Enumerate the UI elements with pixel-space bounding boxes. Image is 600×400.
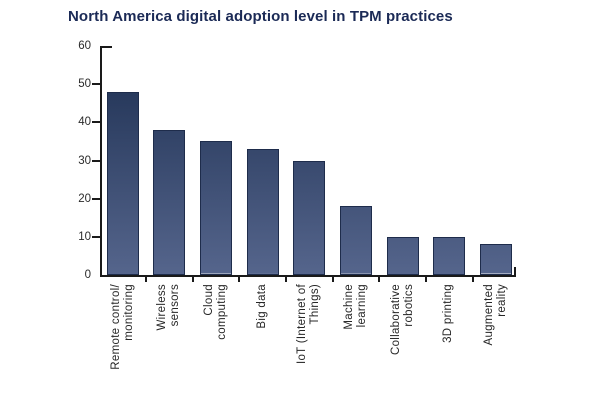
bar-remote-control-monitoring — [106, 91, 139, 275]
y-tick-label-0: 0 — [84, 269, 91, 281]
y-tick-mark-30 — [92, 159, 100, 162]
bar-collaborative-robotics — [386, 236, 419, 275]
x-tick-mark-3 — [238, 277, 241, 282]
bar-augmented-reality — [480, 244, 513, 275]
bar-wireless-sensors — [153, 129, 186, 275]
bar-iot-internet-of-things- — [293, 160, 326, 275]
bar-machine-learning — [340, 206, 372, 275]
x-tick-mark-5 — [331, 277, 334, 282]
x-category-label-8: 3D printing — [442, 284, 455, 343]
x-category-label-2: Wireless sensors — [155, 284, 182, 331]
x-category-label-9: Augmented reality — [482, 284, 509, 346]
x-tick-mark-7 — [425, 277, 428, 282]
y-tick-mark-40 — [92, 121, 100, 124]
x-tick-mark-4 — [284, 277, 287, 282]
x-category-label-3: Cloud computing — [202, 284, 228, 340]
bar-3d-printing — [433, 236, 466, 275]
y-tick-mark-50 — [92, 83, 100, 86]
x-axis-line — [100, 275, 516, 277]
x-category-label-6: Machine learning — [342, 284, 369, 330]
y-axis-end-cap — [100, 46, 112, 48]
x-tick-mark-1 — [144, 277, 147, 282]
x-category-label-1: Remote control/ monitoring — [109, 284, 135, 370]
x-category-label-5: IoT (Internet of Things) — [295, 284, 322, 365]
y-tick-mark-20 — [92, 197, 100, 200]
bar-big-data — [246, 149, 279, 275]
y-tick-label-30: 30 — [78, 154, 91, 167]
x-tick-mark-8 — [471, 277, 474, 282]
y-tick-label-60: 60 — [78, 40, 91, 52]
x-category-label-7: Collaborative robotics — [389, 284, 415, 356]
x-category-label-4: Big data — [255, 284, 268, 329]
y-tick-label-20: 20 — [78, 192, 91, 205]
y-tick-mark-10 — [92, 235, 100, 238]
x-tick-mark-2 — [191, 277, 194, 282]
x-axis-end-cap — [514, 267, 516, 277]
y-axis-line — [100, 46, 102, 277]
y-tick-label-50: 50 — [78, 78, 91, 91]
y-tick-label-40: 40 — [78, 116, 91, 129]
chart-title: North America digital adoption level in … — [68, 8, 453, 25]
bar-cloud-computing — [199, 141, 232, 275]
y-tick-label-10: 10 — [78, 230, 91, 243]
x-tick-mark-6 — [378, 277, 381, 282]
